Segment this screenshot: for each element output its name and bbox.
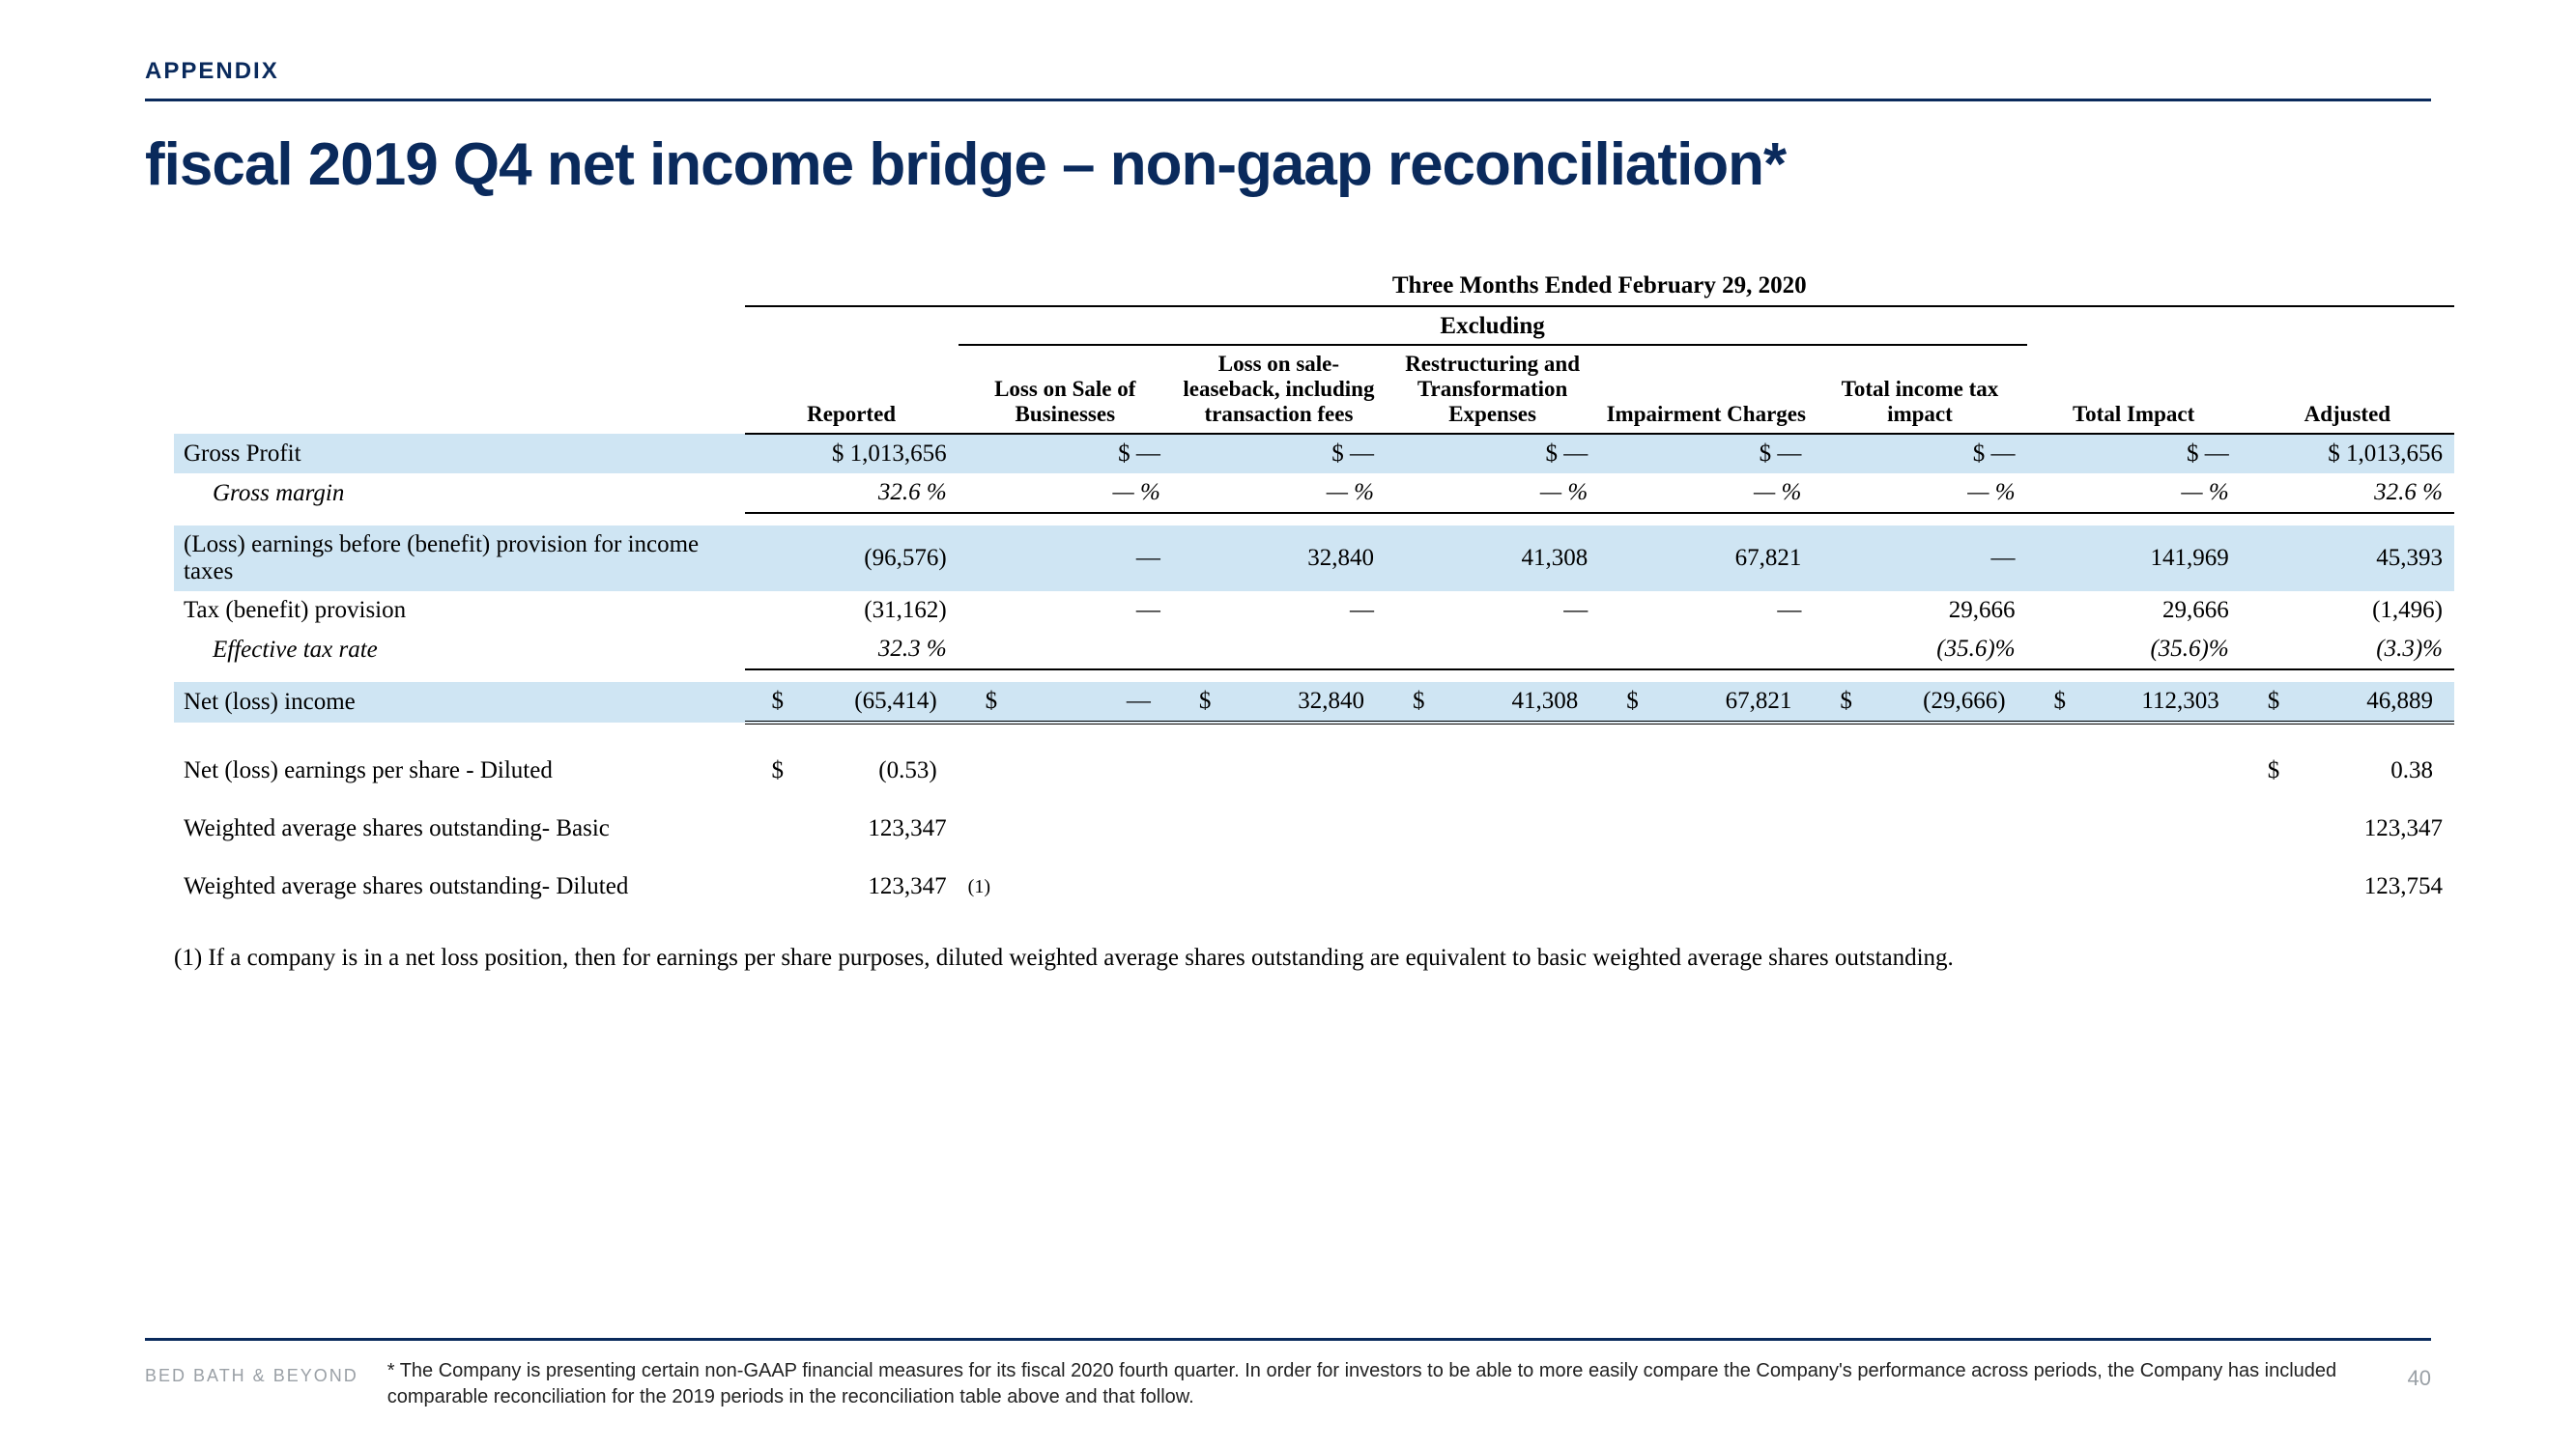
footnote-text: (1) If a company is in a net loss positi… xyxy=(174,945,2431,972)
col-tax-impact: Total income tax impact xyxy=(1813,345,2026,434)
col-restructuring: Restructuring and Transformation Expense… xyxy=(1386,345,1599,434)
row-eps: Net (loss) earnings per share - Diluted … xyxy=(174,752,2454,790)
brand-label: BED BATH & BEYOND xyxy=(145,1358,358,1386)
label-gross-margin: Gross margin xyxy=(174,473,745,513)
footer: BED BATH & BEYOND * The Company is prese… xyxy=(145,1338,2431,1410)
row-tax-provision: Tax (benefit) provision (31,162) — — — —… xyxy=(174,591,2454,630)
row-net-income: Net (loss) income $(65,414) $— $32,840 $… xyxy=(174,682,2454,723)
row-loss-before-tax: (Loss) earnings before (benefit) provisi… xyxy=(174,526,2454,591)
page-number: 40 xyxy=(2408,1358,2431,1391)
period-header: Three Months Ended February 29, 2020 xyxy=(745,267,2455,306)
bottom-divider xyxy=(145,1338,2431,1341)
label-effective-tax: Effective tax rate xyxy=(174,630,745,669)
col-reported: Reported xyxy=(745,345,959,434)
row-gross-margin: Gross margin 32.6 % — % — % — % — % — % … xyxy=(174,473,2454,513)
label-shares-basic: Weighted average shares outstanding- Bas… xyxy=(174,810,745,848)
excluding-header: Excluding xyxy=(959,306,2027,345)
label-loss-before-tax: (Loss) earnings before (benefit) provisi… xyxy=(174,526,745,591)
label-tax-provision: Tax (benefit) provision xyxy=(174,591,745,630)
col-impairment: Impairment Charges xyxy=(1599,345,1813,434)
row-shares-basic: Weighted average shares outstanding- Bas… xyxy=(174,810,2454,848)
label-gross-profit: Gross Profit xyxy=(174,434,745,473)
row-shares-diluted: Weighted average shares outstanding- Dil… xyxy=(174,867,2454,906)
label-shares-diluted: Weighted average shares outstanding- Dil… xyxy=(174,867,745,906)
footnote-ref: (1) xyxy=(959,867,1172,906)
row-effective-tax: Effective tax rate 32.3 % (35.6)% (35.6)… xyxy=(174,630,2454,669)
reconciliation-table-wrap: Three Months Ended February 29, 2020 Exc… xyxy=(174,267,2454,906)
top-divider xyxy=(145,99,2431,101)
col-adjusted: Adjusted xyxy=(2241,345,2454,434)
appendix-label: APPENDIX xyxy=(145,58,2431,85)
page-title: fiscal 2019 Q4 net income bridge – non-g… xyxy=(145,130,2431,199)
label-net-income: Net (loss) income xyxy=(174,682,745,723)
label-eps: Net (loss) earnings per share - Diluted xyxy=(174,752,745,790)
col-loss-leaseback: Loss on sale-leaseback, including transa… xyxy=(1172,345,1386,434)
col-loss-sale-biz: Loss on Sale of Businesses xyxy=(959,345,1172,434)
col-total-impact: Total Impact xyxy=(2027,345,2241,434)
reconciliation-table: Three Months Ended February 29, 2020 Exc… xyxy=(174,267,2454,906)
disclaimer-text: * The Company is presenting certain non-… xyxy=(387,1358,2379,1410)
row-gross-profit: Gross Profit $ 1,013,656 $ — $ — $ — $ —… xyxy=(174,434,2454,473)
